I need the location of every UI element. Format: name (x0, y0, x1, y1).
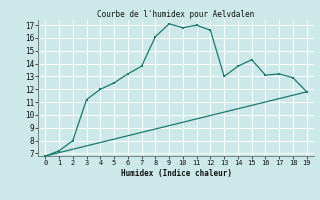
Title: Courbe de l'humidex pour Aelvdalen: Courbe de l'humidex pour Aelvdalen (97, 10, 255, 19)
X-axis label: Humidex (Indice chaleur): Humidex (Indice chaleur) (121, 169, 231, 178)
